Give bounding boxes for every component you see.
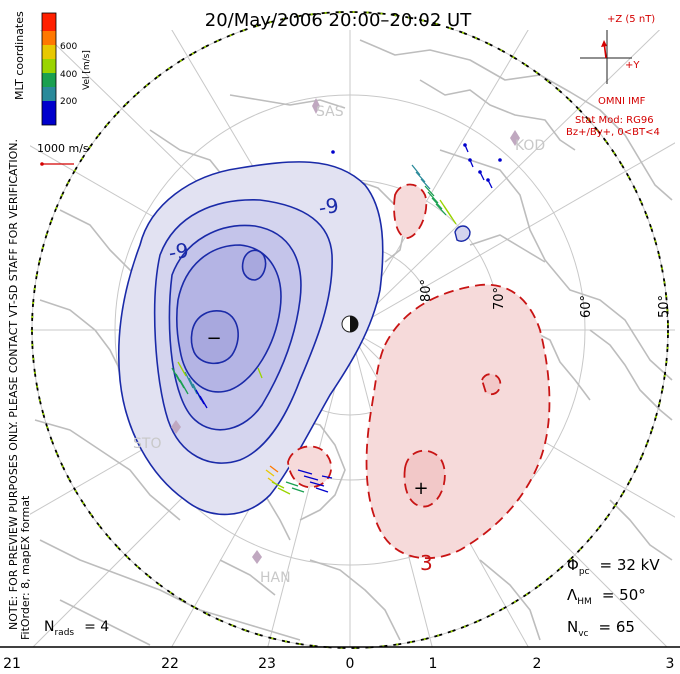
colorbar-segment (42, 59, 56, 73)
dusk-cell (117, 161, 471, 516)
colorbar-segment (42, 73, 56, 87)
mlt-tick-1: 1 (429, 656, 438, 672)
hm-boundary-latitude: ΛHM = 50° (567, 586, 646, 607)
pole-marker (341, 315, 359, 333)
potential-contour (190, 310, 239, 365)
svg-text:STO: STO (133, 436, 161, 452)
dawn-cell (287, 183, 551, 560)
mlt-axis: 21 22 23 0 1 2 3 (3, 656, 674, 672)
station-markers: SAS KOD STO HAN (133, 98, 545, 586)
preview-note: NOTE: FOR PREVIEW PURPOSES ONLY. PLEASE … (7, 139, 20, 630)
vector-scale-label: 1000 m/s (37, 142, 89, 155)
mlt-tick-22: 22 (161, 656, 179, 672)
colorbar-segment (42, 45, 56, 59)
hm-boundary-vectors (31, 11, 669, 649)
potential-contour (403, 449, 446, 508)
potential-contour (287, 445, 333, 489)
fit-order-note: FitOrder: 8, mapEX format (19, 495, 32, 640)
mlt-tick-0: 0 (346, 656, 355, 672)
coordinate-label: MLT coordinates (13, 11, 26, 100)
stats-block: Φpc = 32 kV ΛHM = 50° Nvc = 65 Nrads = 4 (44, 556, 660, 639)
imf-model: Stat Mod: RG96 (575, 115, 654, 126)
colorbar-segment (42, 31, 56, 45)
coastline-siberia (359, 39, 673, 201)
map-title: 20/May/2006 20:00–20:02 UT (205, 10, 472, 31)
coastline (419, 79, 576, 151)
latitude-label-80: 80° (419, 279, 434, 302)
contour-label: -9 (167, 238, 191, 265)
latitude-label-70: 70° (492, 287, 507, 310)
coastline (609, 499, 673, 561)
mlt-tick-3: 3 (666, 656, 675, 672)
coastline (34, 419, 181, 521)
vector-scale: 1000 m/s (37, 142, 89, 166)
potential-max-marker: + (413, 478, 428, 499)
svg-text:KOD: KOD (515, 138, 545, 154)
potential-contour (241, 249, 267, 281)
colorbar-tick: 600 (60, 42, 77, 52)
coastline (479, 559, 541, 641)
mlt-tick-21: 21 (3, 656, 21, 672)
contour-label: 3 (420, 551, 433, 575)
coastline (589, 329, 673, 421)
station-sas: SAS (312, 98, 344, 120)
velocity-colorbar: 600 400 200 Vel [m/s] MLT coordinates (13, 11, 92, 126)
coastline (309, 559, 401, 641)
coastline (469, 234, 546, 263)
potential-contour (393, 183, 428, 239)
colorbar-segment (42, 101, 56, 125)
colorbar-segment (42, 13, 56, 31)
coastline-russia (439, 149, 673, 381)
imf-z-label: +Z (5 nT) (607, 14, 655, 25)
coastline-europe (39, 539, 301, 641)
colorbar-segment (42, 87, 56, 101)
potential-contour (365, 283, 551, 560)
potential-contour (454, 225, 471, 242)
potential-min-marker: − (206, 328, 221, 349)
station-kod: KOD (510, 130, 545, 154)
potential-contour (481, 373, 502, 396)
vector-count: Nvc = 65 (567, 618, 635, 639)
mlt-tick-23: 23 (258, 656, 276, 672)
contour-label: -9 (317, 193, 341, 220)
imf-source: OMNI IMF (598, 96, 646, 107)
latitude-label-60: 60° (579, 295, 594, 318)
mlt-spoke (349, 30, 661, 331)
colorbar-label: Vel [m/s] (82, 50, 92, 90)
mlt-tick-2: 2 (533, 656, 542, 672)
coastline (59, 599, 151, 646)
coastline (219, 559, 276, 596)
station-sto: STO (133, 420, 181, 452)
polar-cap-potential: Φpc = 32 kV (567, 556, 660, 577)
colorbar-tick: 200 (60, 97, 77, 107)
colorbar-tick: 400 (60, 70, 77, 80)
station-han: HAN (252, 550, 291, 586)
latitude-label-50: 50° (657, 295, 672, 318)
imf-bins: Bz+/By+, 0<BT<4 (566, 127, 660, 138)
mlt-spoke (349, 142, 675, 331)
svg-text:SAS: SAS (316, 104, 344, 120)
radar-count: Nrads = 4 (44, 619, 109, 638)
svg-text:HAN: HAN (260, 570, 291, 586)
velocity-vectors (171, 143, 502, 495)
coastline (229, 94, 346, 109)
coastline (39, 299, 121, 371)
imf-indicator: +Z (5 nT) +Y OMNI IMF Stat Mod: RG96 Bz+… (566, 14, 660, 138)
imf-y-label: +Y (625, 60, 640, 71)
